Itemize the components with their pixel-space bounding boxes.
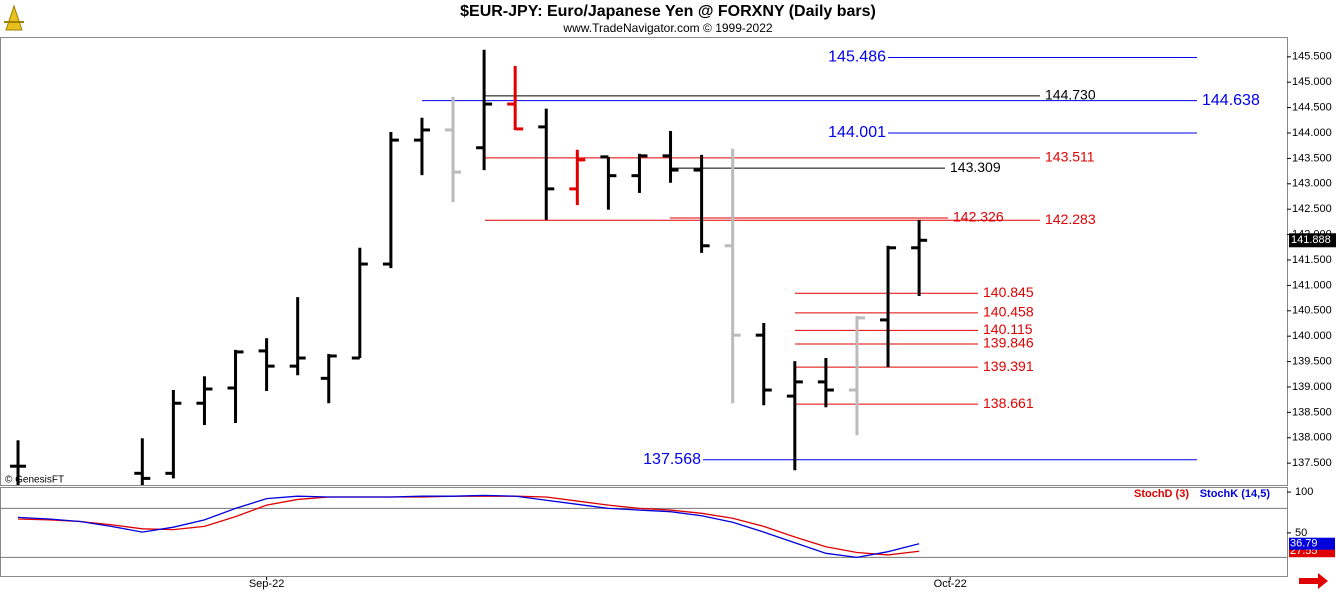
- legend-entry: StochD (3): [1134, 488, 1189, 500]
- level-label: 143.309: [950, 159, 1001, 175]
- y-tick-label: 144.500: [1292, 102, 1332, 114]
- y-tick-label: 141.000: [1292, 279, 1332, 291]
- x-tick-label: Oct-22: [934, 578, 967, 590]
- y-tick-label: 139.000: [1292, 381, 1332, 393]
- y-tick-label: 141.500: [1292, 254, 1332, 266]
- last-price-label: 141.888: [1291, 234, 1331, 246]
- level-label: 142.283: [1045, 211, 1096, 227]
- level-label: 139.846: [983, 335, 1034, 351]
- y-tick-label: 100: [1295, 486, 1313, 498]
- level-label: 144.730: [1045, 87, 1096, 103]
- level-label: 144.001: [828, 124, 886, 141]
- level-label: 145.486: [828, 49, 886, 66]
- y-tick-label: 145.000: [1292, 76, 1332, 88]
- level-label: 139.391: [983, 358, 1034, 374]
- chart-subtitle: www.TradeNavigator.com © 1999-2022: [562, 21, 772, 35]
- main-panel: [0, 37, 1288, 486]
- y-tick-label: 138.000: [1292, 432, 1332, 444]
- price-plot: 145.486 144.730 144.638 144.001 143.511 143.3…: [10, 49, 1260, 485]
- scroll-arrow[interactable]: [1299, 573, 1328, 589]
- y-tick-label: 143.500: [1292, 152, 1332, 164]
- y-tick-label: 138.500: [1292, 406, 1332, 418]
- level-label: 137.568: [643, 451, 701, 468]
- y-tick-label: 140.000: [1292, 330, 1332, 342]
- level-label: 140.458: [983, 304, 1034, 320]
- last-value-label: 36.79: [1290, 538, 1318, 550]
- legend-entry: StochK (14,5): [1200, 488, 1271, 500]
- watermark: © GenesisFT: [5, 475, 64, 486]
- last-value-box: [1289, 537, 1335, 550]
- y-tick-label: 145.500: [1292, 51, 1332, 63]
- level-label: 144.638: [1202, 92, 1260, 109]
- stoch-panel: [0, 487, 1288, 577]
- y-tick-label: 50: [1295, 527, 1307, 539]
- last-price-box: [1289, 233, 1336, 248]
- stoch-line: [17, 494, 920, 559]
- axes: 137.500 138.000 138.500 139.000 139.500 140.0…: [249, 51, 1336, 590]
- y-tick-label: 139.500: [1292, 355, 1332, 367]
- stoch-plot: [0, 494, 1287, 559]
- y-tick-label: 144.000: [1292, 127, 1332, 139]
- level-label: 138.661: [983, 395, 1034, 411]
- x-tick-label: Sep-22: [249, 578, 284, 590]
- y-tick-label: 142.500: [1292, 203, 1332, 215]
- y-tick-label: 140.500: [1292, 305, 1332, 317]
- y-tick-label: 143.000: [1292, 178, 1332, 190]
- level-label: 142.326: [953, 209, 1004, 225]
- level-label: 140.115: [983, 321, 1033, 337]
- level-label: 140.845: [983, 284, 1034, 300]
- y-tick-label: 137.500: [1292, 457, 1332, 469]
- level-label: 143.511: [1045, 149, 1095, 165]
- chart-title: $EUR-JPY: Euro/Japanese Yen @ FORXNY (Da…: [460, 3, 876, 20]
- logo: [4, 4, 24, 31]
